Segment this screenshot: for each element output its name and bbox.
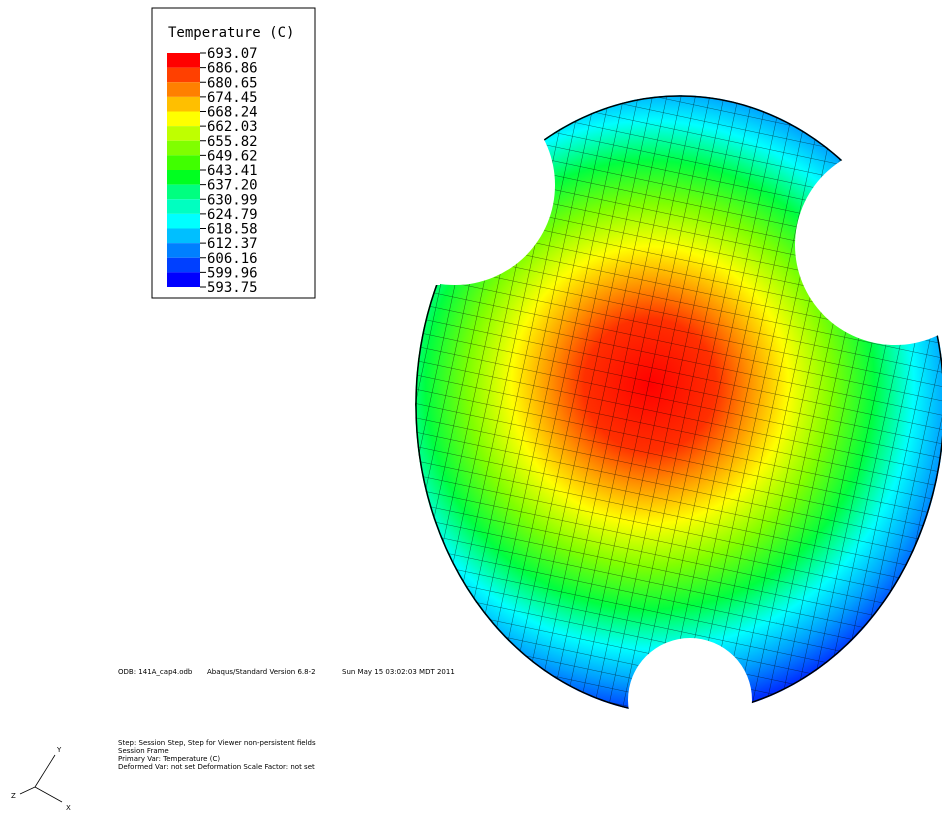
legend-value: 643.41 xyxy=(207,163,258,179)
triad xyxy=(19,754,63,803)
state-line: Session Frame xyxy=(118,747,169,755)
legend-value: 655.82 xyxy=(207,134,258,150)
legend-box xyxy=(151,7,316,299)
legend-swatch xyxy=(167,184,200,200)
legend-value: 599.96 xyxy=(207,265,258,281)
legend-swatch xyxy=(167,96,200,112)
info-odb: ODB: 141A_cap4.odb xyxy=(118,668,193,676)
legend-value: 612.37 xyxy=(207,236,258,252)
legend-swatch xyxy=(167,53,200,68)
legend-swatch xyxy=(167,126,200,141)
legend-swatch xyxy=(167,228,200,244)
info-version: Abaqus/Standard Version 6.8-2 xyxy=(207,668,316,676)
legend-value: 662.03 xyxy=(207,119,258,135)
state-line: Step: Session Step, Step for Viewer non-… xyxy=(118,739,316,747)
legend-swatch xyxy=(167,213,200,229)
legend-swatch xyxy=(167,243,200,258)
legend-value: 680.65 xyxy=(207,75,258,91)
triad-x: X xyxy=(66,804,71,812)
state: Step: Session Step, Step for Viewer non-… xyxy=(118,739,316,771)
legend-swatch xyxy=(167,140,200,156)
legend: 693.07686.86680.65674.45668.24662.03655.… xyxy=(167,46,258,296)
legend-swatch xyxy=(167,82,200,97)
legend-swatch xyxy=(167,199,200,214)
legend-value: 637.20 xyxy=(207,178,258,194)
legend-value: 649.62 xyxy=(207,148,258,164)
triad-y: Y xyxy=(56,746,62,754)
legend-value: 618.58 xyxy=(207,222,258,238)
info-date: Sun May 15 03:02:03 MDT 2011 xyxy=(342,668,455,676)
legend-title: Temperature (C) xyxy=(168,25,294,41)
legend-swatch xyxy=(167,67,200,83)
state-line: Deformed Var: not set Deformation Scale … xyxy=(118,763,315,771)
info: ODB: 141A_cap4.odb Abaqus/Standard Versi… xyxy=(118,668,455,676)
legend-value: 624.79 xyxy=(207,207,258,223)
legend-value: 593.75 xyxy=(207,280,258,296)
legend-value: 630.99 xyxy=(207,192,258,208)
legend-swatch xyxy=(167,155,200,170)
legend-value: 674.45 xyxy=(207,90,258,106)
legend-value: 606.16 xyxy=(207,251,258,267)
legend-swatch xyxy=(167,257,200,273)
legend-swatch xyxy=(167,111,200,127)
state-line: Primary Var: Temperature (C) xyxy=(118,755,220,763)
legend-swatch xyxy=(167,170,200,185)
legend-value: 686.86 xyxy=(207,61,258,77)
model xyxy=(415,95,942,715)
legend-value: 693.07 xyxy=(207,46,258,62)
triad-z: Z xyxy=(11,792,16,800)
legend-swatch xyxy=(167,272,200,287)
legend-value: 668.24 xyxy=(207,105,258,121)
